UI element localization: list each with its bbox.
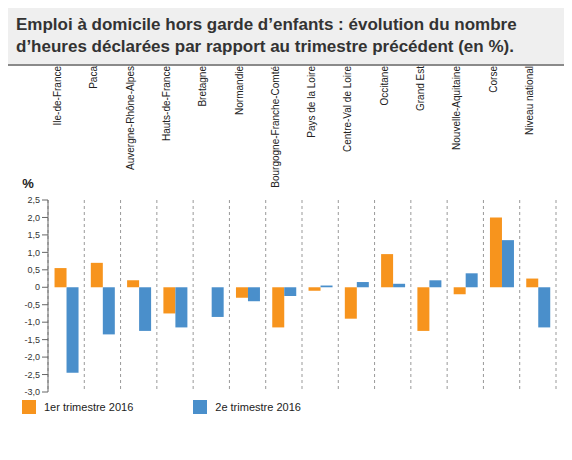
svg-text:-1,0: -1,0: [24, 317, 40, 327]
svg-text:-1,5: -1,5: [24, 335, 40, 345]
svg-text:Hauts-de-France: Hauts-de-France: [161, 66, 172, 141]
svg-text:Bourgogne-Franche-Comté: Bourgogne-Franche-Comté: [270, 66, 281, 188]
svg-text:Nouvelle-Aquitaine: Nouvelle-Aquitaine: [451, 66, 462, 150]
svg-text:Niveau national: Niveau national: [524, 66, 535, 135]
svg-text:Pays de la Loire: Pays de la Loire: [306, 66, 317, 138]
svg-text:Auvergne-Rhône-Alpes: Auvergne-Rhône-Alpes: [125, 66, 136, 170]
svg-text:-2,5: -2,5: [24, 370, 40, 380]
svg-text:Grand Est: Grand Est: [415, 66, 426, 111]
html-text:2e trimestre 2016: 2e trimestre 2016: [215, 401, 301, 413]
svg-text:%: %: [22, 176, 34, 191]
svg-text:Normandie: Normandie: [234, 66, 245, 115]
svg-text:Corse: Corse: [488, 66, 499, 93]
html-text:Emploi à domicile hors garde d: Emploi à domicile hors garde d’enfants :…: [16, 15, 517, 56]
svg-text:1,5: 1,5: [27, 230, 40, 240]
svg-text:-3,0: -3,0: [24, 387, 40, 397]
svg-text:2,0: 2,0: [27, 213, 40, 223]
svg-text:Centre-Val de Loire: Centre-Val de Loire: [342, 66, 353, 152]
svg-text:2,5: 2,5: [27, 195, 40, 205]
svg-text:-2,0: -2,0: [24, 352, 40, 362]
svg-text:Occitane: Occitane: [379, 66, 390, 105]
html-text:1er trimestre 2016: 1er trimestre 2016: [44, 401, 134, 413]
svg-text:Ile-de-France: Ile-de-France: [52, 66, 63, 125]
svg-text:Paca: Paca: [88, 66, 99, 89]
svg-text:0: 0: [35, 282, 40, 292]
svg-text:0,5: 0,5: [27, 265, 40, 275]
svg-text:Bretagne: Bretagne: [197, 66, 208, 107]
svg-text:-0,5: -0,5: [24, 300, 40, 310]
svg-text:1,0: 1,0: [27, 248, 40, 258]
